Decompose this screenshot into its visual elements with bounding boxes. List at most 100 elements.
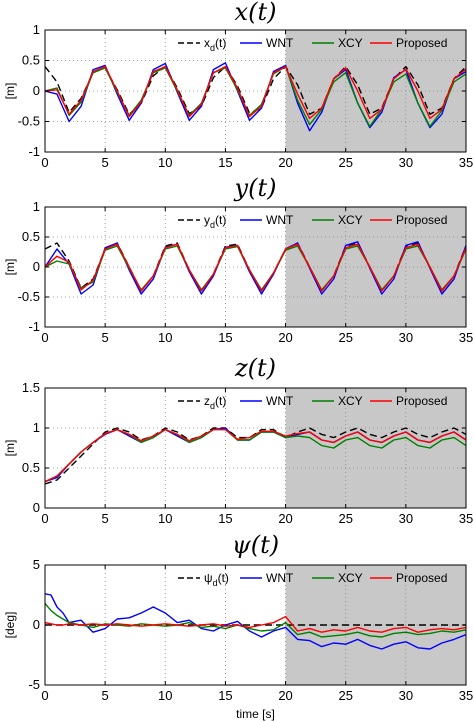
x-tick-label: 20 bbox=[278, 511, 292, 526]
y-tick-label: 5 bbox=[33, 557, 40, 572]
x-tick-label: 20 bbox=[278, 155, 292, 170]
series-group bbox=[45, 427, 466, 485]
legend-label: XCY bbox=[338, 36, 363, 50]
legend-label: XCY bbox=[338, 213, 363, 227]
legend-label: ψd(t) bbox=[204, 571, 229, 588]
x-tick-label: 35 bbox=[459, 330, 473, 345]
x-tick-label: 5 bbox=[102, 688, 109, 703]
grid bbox=[45, 388, 466, 508]
x-tick-label: 25 bbox=[338, 330, 352, 345]
y-tick-label: 1 bbox=[33, 22, 40, 37]
legend-label: zd(t) bbox=[204, 394, 226, 411]
series-group bbox=[45, 241, 466, 295]
x-tick-label: 25 bbox=[338, 688, 352, 703]
y-tick-label: 0 bbox=[33, 259, 40, 274]
shaded-region bbox=[285, 30, 466, 152]
x-tick-label: 0 bbox=[41, 511, 48, 526]
y-tick-label: 0 bbox=[33, 500, 40, 515]
y-tick-label: 0.5 bbox=[22, 460, 40, 475]
y-tick-label: -5 bbox=[28, 677, 40, 692]
y-tick-label: 0.5 bbox=[22, 229, 40, 244]
axes-box bbox=[44, 387, 467, 509]
series-group bbox=[45, 593, 466, 650]
panel-4: ψ(t)0 5 10 15 20 25 30 35-505[deg]time [s]ψd(t)… bbox=[3, 531, 473, 721]
legend-label: Proposed bbox=[396, 213, 447, 227]
series-group bbox=[45, 62, 466, 132]
y-tick-label: 1 bbox=[33, 199, 40, 214]
panel-title: ψ(t) bbox=[232, 531, 279, 559]
series-line bbox=[45, 65, 466, 120]
x-tick-label: 0 bbox=[41, 155, 48, 170]
y-tick-label: 0.5 bbox=[22, 53, 40, 68]
y-tick-label: 0 bbox=[33, 83, 40, 98]
x-tick-label: 5 bbox=[102, 511, 109, 526]
x-tick-label: 20 bbox=[278, 330, 292, 345]
y-tick-label: 1 bbox=[33, 420, 40, 435]
panel-title: x(t) bbox=[235, 0, 277, 26]
x-tick-label: 25 bbox=[338, 511, 352, 526]
y-tick-label: -1 bbox=[28, 144, 40, 159]
legend-label: WNT bbox=[266, 571, 294, 585]
legend-label: yd(t) bbox=[204, 213, 226, 230]
x-tick-label: 20 bbox=[278, 688, 292, 703]
legend: yd(t) WNT XCY Proposed bbox=[178, 213, 447, 230]
y-tick-label: -0.5 bbox=[18, 289, 40, 304]
legend-label: Proposed bbox=[396, 394, 447, 408]
x-tick-label: 35 bbox=[459, 155, 473, 170]
legend-label: WNT bbox=[266, 213, 294, 227]
shaded-region bbox=[285, 207, 466, 327]
x-tick-label: 10 bbox=[158, 155, 172, 170]
x-tick-label: 10 bbox=[158, 688, 172, 703]
legend-label: Proposed bbox=[396, 571, 447, 585]
x-tick-label: 5 bbox=[102, 330, 109, 345]
x-tick-label: 25 bbox=[338, 155, 352, 170]
legend: xd(t) WNT XCY Proposed bbox=[178, 36, 447, 53]
y-tick-label: 1.5 bbox=[22, 380, 40, 395]
x-tick-label: 30 bbox=[399, 330, 413, 345]
x-tick-label: 30 bbox=[399, 511, 413, 526]
legend-label: WNT bbox=[266, 36, 294, 50]
series-line bbox=[45, 241, 466, 295]
x-tick-label: 15 bbox=[218, 511, 232, 526]
y-axis-label: [m] bbox=[3, 440, 17, 457]
grid bbox=[45, 30, 466, 152]
legend: ψd(t) WNT XCY Proposed bbox=[178, 571, 447, 588]
x-tick-label: 30 bbox=[399, 688, 413, 703]
y-axis-label: [m] bbox=[3, 259, 17, 276]
x-tick-label: 15 bbox=[218, 330, 232, 345]
y-tick-label: 0 bbox=[33, 617, 40, 632]
series-line bbox=[45, 615, 466, 633]
x-tick-label: 15 bbox=[218, 688, 232, 703]
x-tick-label: 35 bbox=[459, 511, 473, 526]
x-tick-label: 0 bbox=[41, 688, 48, 703]
y-tick-label: -1 bbox=[28, 319, 40, 334]
grid bbox=[45, 207, 466, 327]
legend: zd(t) WNT XCY Proposed bbox=[178, 394, 447, 411]
panel-title: y(t) bbox=[234, 174, 277, 202]
x-tick-label: 30 bbox=[399, 155, 413, 170]
y-axis-label: [deg] bbox=[3, 612, 17, 639]
x-tick-label: 5 bbox=[102, 155, 109, 170]
series-line bbox=[45, 428, 466, 483]
panel-1: x(t) 0 5 10 15 20 25 30 35 -1 -0.5 0 0.5 1 [m] xd(t) WNT… bbox=[3, 0, 473, 170]
legend-label: XCY bbox=[338, 571, 363, 585]
x-axis-label: time [s] bbox=[236, 707, 275, 721]
x-tick-label: 35 bbox=[459, 688, 473, 703]
y-axis-label: [m] bbox=[3, 83, 17, 100]
legend-label: WNT bbox=[266, 394, 294, 408]
panel-2: y(t) 0 5 10 15 20 25 30 35 -1 -0.5 0 0.5 1 [m] yd(t) WNT… bbox=[3, 174, 473, 345]
y-tick-label: -0.5 bbox=[18, 114, 40, 129]
series-line bbox=[45, 243, 466, 292]
legend-label: Proposed bbox=[396, 36, 447, 50]
panel-title: z(t) bbox=[234, 354, 276, 382]
x-tick-label: 0 bbox=[41, 330, 48, 345]
x-tick-label: 10 bbox=[158, 511, 172, 526]
legend-label: xd(t) bbox=[204, 36, 226, 53]
x-tick-label: 15 bbox=[218, 155, 232, 170]
shaded-region bbox=[285, 388, 466, 508]
x-tick-label: 10 bbox=[158, 330, 172, 345]
legend-label: XCY bbox=[338, 394, 363, 408]
panel-3: z(t) 0 5 10 15 20 25 30 35 0 0.5 1 1.5 [m] zd(t) WNT XCY… bbox=[3, 354, 473, 526]
series-line bbox=[45, 427, 466, 485]
